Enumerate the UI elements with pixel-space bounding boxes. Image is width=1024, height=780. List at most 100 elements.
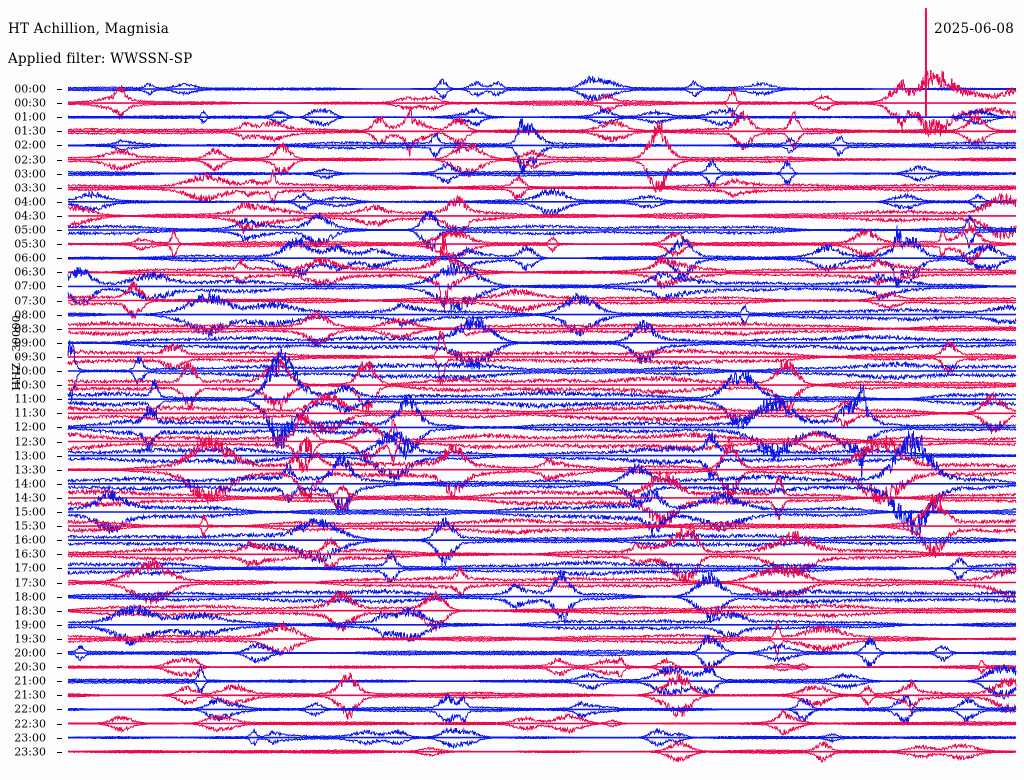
trace-row bbox=[67, 411, 1017, 473]
time-tick bbox=[57, 639, 62, 640]
page-title: HT Achillion, Magnisia bbox=[8, 21, 169, 37]
time-label: 10:00 bbox=[14, 364, 46, 378]
time-label: 21:00 bbox=[14, 674, 46, 688]
time-label: 16:00 bbox=[14, 533, 46, 547]
time-tick bbox=[57, 583, 62, 584]
time-tick bbox=[57, 695, 62, 696]
trace-row bbox=[67, 233, 1017, 311]
time-label: 09:30 bbox=[14, 350, 46, 364]
time-tick bbox=[57, 427, 62, 428]
time-label: 04:00 bbox=[14, 195, 46, 209]
time-label: 15:00 bbox=[14, 505, 46, 519]
time-label: 05:30 bbox=[14, 237, 46, 251]
trace-row bbox=[67, 558, 1017, 605]
time-tick bbox=[57, 653, 62, 654]
time-tick bbox=[57, 103, 62, 104]
trace-row bbox=[67, 186, 1017, 216]
time-label: 13:30 bbox=[14, 463, 46, 477]
time-label: 12:00 bbox=[14, 420, 46, 434]
trace-row bbox=[67, 74, 1017, 103]
time-label: 20:00 bbox=[14, 646, 46, 660]
time-label: 18:30 bbox=[14, 604, 46, 618]
time-label: 03:30 bbox=[14, 181, 46, 195]
time-tick bbox=[57, 188, 62, 189]
time-label: 04:30 bbox=[14, 209, 46, 223]
time-tick bbox=[57, 272, 62, 273]
time-label: 14:30 bbox=[14, 491, 46, 505]
time-tick bbox=[57, 625, 62, 626]
time-label: 19:00 bbox=[14, 618, 46, 632]
time-label: 01:30 bbox=[14, 124, 46, 138]
trace-row bbox=[67, 620, 1017, 657]
trace-row bbox=[67, 664, 1017, 700]
time-label: 06:30 bbox=[14, 265, 46, 279]
time-tick bbox=[57, 498, 62, 499]
time-label: 14:00 bbox=[14, 477, 46, 491]
time-label: 22:00 bbox=[14, 702, 46, 716]
time-label: 12:30 bbox=[14, 435, 46, 448]
time-tick bbox=[57, 286, 62, 287]
trace-row bbox=[67, 157, 1017, 188]
time-tick bbox=[57, 724, 62, 725]
time-tick bbox=[57, 442, 62, 443]
trace-row bbox=[67, 316, 1017, 370]
trace-row bbox=[67, 106, 1017, 128]
time-label: 08:00 bbox=[14, 308, 46, 322]
trace-row bbox=[67, 291, 1017, 338]
trace-row bbox=[67, 356, 1017, 413]
time-label: 05:00 bbox=[14, 223, 46, 237]
trace-row bbox=[67, 570, 1017, 625]
time-tick bbox=[57, 357, 62, 358]
time-tick bbox=[57, 244, 62, 245]
trace-row bbox=[67, 726, 1017, 750]
time-label: 06:00 bbox=[14, 251, 46, 265]
time-label: 02:30 bbox=[14, 153, 46, 166]
time-label: 08:30 bbox=[14, 322, 46, 336]
time-tick bbox=[57, 540, 62, 541]
time-label: 00:00 bbox=[14, 82, 46, 96]
time-label: 11:30 bbox=[14, 406, 46, 420]
time-tick bbox=[57, 413, 62, 414]
time-tick bbox=[57, 315, 62, 316]
trace-row bbox=[67, 120, 1017, 193]
trace-row bbox=[67, 116, 1017, 174]
time-tick bbox=[57, 258, 62, 259]
time-tick bbox=[57, 681, 62, 682]
time-label: 09:00 bbox=[14, 336, 46, 350]
trace-row bbox=[67, 107, 1017, 157]
time-tick bbox=[57, 611, 62, 612]
time-axis: 00:00 00:30 01:00 01:30 02:00 02:30 03:00 03:30… bbox=[0, 0, 68, 780]
trace-row bbox=[67, 470, 1017, 527]
time-tick bbox=[57, 738, 62, 739]
time-tick bbox=[57, 131, 62, 132]
time-tick bbox=[57, 385, 62, 386]
time-label: 22:30 bbox=[14, 717, 46, 730]
trace-row bbox=[67, 340, 1017, 402]
trace-row bbox=[67, 192, 1017, 240]
time-tick bbox=[57, 568, 62, 569]
trace-row bbox=[67, 740, 1017, 764]
time-tick bbox=[57, 301, 62, 302]
time-label: 11:00 bbox=[14, 392, 46, 406]
time-tick bbox=[57, 216, 62, 217]
time-label: 18:00 bbox=[14, 590, 46, 604]
time-tick bbox=[57, 526, 62, 527]
trace-row bbox=[67, 329, 1017, 386]
time-label: 19:30 bbox=[14, 632, 46, 646]
trace-row bbox=[67, 69, 1017, 138]
time-tick bbox=[57, 399, 62, 400]
time-label: 13:00 bbox=[14, 449, 46, 463]
time-label: 07:30 bbox=[14, 294, 46, 307]
trace-row bbox=[67, 221, 1017, 265]
time-tick bbox=[57, 554, 62, 555]
time-tick bbox=[57, 145, 62, 146]
trace-row bbox=[67, 390, 1017, 435]
trace-row bbox=[67, 225, 1017, 289]
time-tick bbox=[57, 174, 62, 175]
trace-row bbox=[67, 604, 1017, 647]
time-label: 23:30 bbox=[14, 745, 46, 759]
trace-row bbox=[67, 493, 1017, 558]
time-label: 17:30 bbox=[14, 576, 46, 589]
